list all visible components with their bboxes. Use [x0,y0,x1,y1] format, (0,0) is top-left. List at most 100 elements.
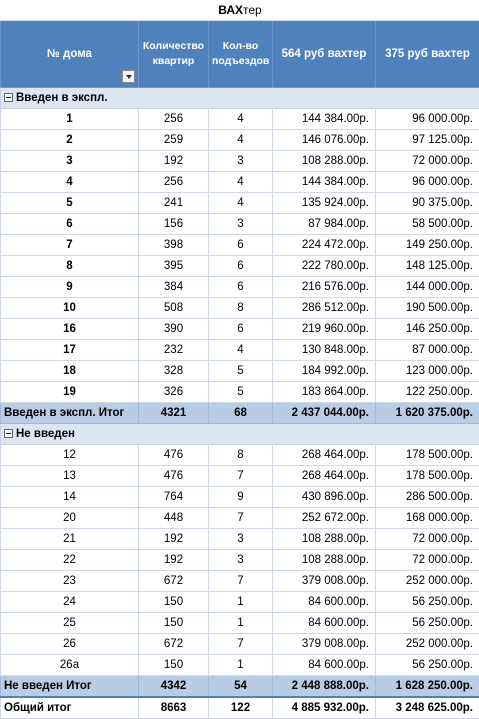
apartments-cell[interactable]: 672 [139,634,209,655]
collapse-minus-icon[interactable] [4,93,13,102]
house-number-cell[interactable]: 7 [1,235,139,256]
price375-cell[interactable]: 144 000.00р. [376,277,479,298]
price375-cell[interactable]: 178 500.00р. [376,445,479,466]
apartments-cell[interactable]: 150 [139,592,209,613]
house-number-cell[interactable]: 6 [1,214,139,235]
entrances-cell[interactable]: 3 [209,550,273,571]
price564-cell[interactable]: 84 600.00р. [273,613,376,634]
price375-cell[interactable]: 58 500.00р. [376,214,479,235]
price375-cell[interactable]: 56 250.00р. [376,592,479,613]
house-number-cell[interactable]: 23 [1,571,139,592]
price564-cell[interactable]: 219 960.00р. [273,319,376,340]
apartments-cell[interactable]: 259 [139,130,209,151]
price564-cell[interactable]: 430 896.00р. [273,487,376,508]
house-number-cell[interactable]: 1 [1,109,139,130]
price564-cell[interactable]: 108 288.00р. [273,151,376,172]
entrances-cell[interactable]: 6 [209,235,273,256]
apartments-cell[interactable]: 192 [139,529,209,550]
apartments-cell[interactable]: 256 [139,172,209,193]
price375-cell[interactable]: 122 250.00р. [376,382,479,403]
entrances-cell[interactable]: 3 [209,151,273,172]
price375-cell[interactable]: 97 125.00р. [376,130,479,151]
price375-cell[interactable]: 146 250.00р. [376,319,479,340]
price564-cell[interactable]: 184 992.00р. [273,361,376,382]
price375-cell[interactable]: 123 000.00р. [376,361,479,382]
apartments-cell[interactable]: 150 [139,655,209,676]
price564-cell[interactable]: 183 864.00р. [273,382,376,403]
house-number-cell[interactable]: 26 [1,634,139,655]
house-number-cell[interactable]: 17 [1,340,139,361]
price564-cell[interactable]: 108 288.00р. [273,529,376,550]
entrances-cell[interactable]: 6 [209,256,273,277]
house-number-cell[interactable]: 5 [1,193,139,214]
entrances-cell[interactable]: 3 [209,529,273,550]
price564-cell[interactable]: 268 464.00р. [273,466,376,487]
entrances-cell[interactable]: 1 [209,613,273,634]
apartments-cell[interactable]: 326 [139,382,209,403]
entrances-cell[interactable]: 7 [209,508,273,529]
price564-cell[interactable]: 108 288.00р. [273,550,376,571]
apartments-cell[interactable]: 150 [139,613,209,634]
house-number-cell[interactable]: 8 [1,256,139,277]
house-number-cell[interactable]: 10 [1,298,139,319]
price564-cell[interactable]: 286 512.00р. [273,298,376,319]
price375-cell[interactable]: 72 000.00р. [376,529,479,550]
house-number-cell[interactable]: 26а [1,655,139,676]
entrances-cell[interactable]: 5 [209,382,273,403]
house-number-cell[interactable]: 25 [1,613,139,634]
apartments-cell[interactable]: 390 [139,319,209,340]
price375-cell[interactable]: 90 375.00р. [376,193,479,214]
price375-cell[interactable]: 190 500.00р. [376,298,479,319]
entrances-cell[interactable]: 7 [209,571,273,592]
entrances-cell[interactable]: 3 [209,214,273,235]
price375-cell[interactable]: 148 125.00р. [376,256,479,277]
entrances-cell[interactable]: 7 [209,634,273,655]
price375-cell[interactable]: 252 000.00р. [376,634,479,655]
price564-cell[interactable]: 216 576.00р. [273,277,376,298]
apartments-cell[interactable]: 384 [139,277,209,298]
price375-cell[interactable]: 87 000.00р. [376,340,479,361]
entrances-cell[interactable]: 8 [209,445,273,466]
entrances-cell[interactable]: 4 [209,172,273,193]
price564-cell[interactable]: 87 984.00р. [273,214,376,235]
apartments-cell[interactable]: 476 [139,445,209,466]
house-number-cell[interactable]: 20 [1,508,139,529]
price375-cell[interactable]: 72 000.00р. [376,151,479,172]
price375-cell[interactable]: 178 500.00р. [376,466,479,487]
house-number-cell[interactable]: 2 [1,130,139,151]
house-number-cell[interactable]: 21 [1,529,139,550]
price564-cell[interactable]: 252 672.00р. [273,508,376,529]
house-number-cell[interactable]: 24 [1,592,139,613]
apartments-cell[interactable]: 232 [139,340,209,361]
entrances-cell[interactable]: 8 [209,298,273,319]
apartments-cell[interactable]: 328 [139,361,209,382]
house-number-cell[interactable]: 16 [1,319,139,340]
price564-cell[interactable]: 144 384.00р. [273,172,376,193]
price375-cell[interactable]: 149 250.00р. [376,235,479,256]
price375-cell[interactable]: 96 000.00р. [376,172,479,193]
entrances-cell[interactable]: 4 [209,193,273,214]
apartments-cell[interactable]: 192 [139,550,209,571]
house-number-cell[interactable]: 14 [1,487,139,508]
price564-cell[interactable]: 224 472.00р. [273,235,376,256]
house-number-cell[interactable]: 3 [1,151,139,172]
apartments-cell[interactable]: 192 [139,151,209,172]
house-number-cell[interactable]: 4 [1,172,139,193]
apartments-cell[interactable]: 395 [139,256,209,277]
price564-cell[interactable]: 144 384.00р. [273,109,376,130]
price564-cell[interactable]: 84 600.00р. [273,592,376,613]
price375-cell[interactable]: 72 000.00р. [376,550,479,571]
entrances-cell[interactable]: 1 [209,655,273,676]
apartments-cell[interactable]: 241 [139,193,209,214]
entrances-cell[interactable]: 4 [209,130,273,151]
apartments-cell[interactable]: 476 [139,466,209,487]
price564-cell[interactable]: 130 848.00р. [273,340,376,361]
house-number-cell[interactable]: 13 [1,466,139,487]
price375-cell[interactable]: 56 250.00р. [376,613,479,634]
house-number-cell[interactable]: 18 [1,361,139,382]
apartments-cell[interactable]: 256 [139,109,209,130]
price564-cell[interactable]: 146 076.00р. [273,130,376,151]
entrances-cell[interactable]: 4 [209,340,273,361]
price564-cell[interactable]: 84 600.00р. [273,655,376,676]
entrances-cell[interactable]: 5 [209,361,273,382]
